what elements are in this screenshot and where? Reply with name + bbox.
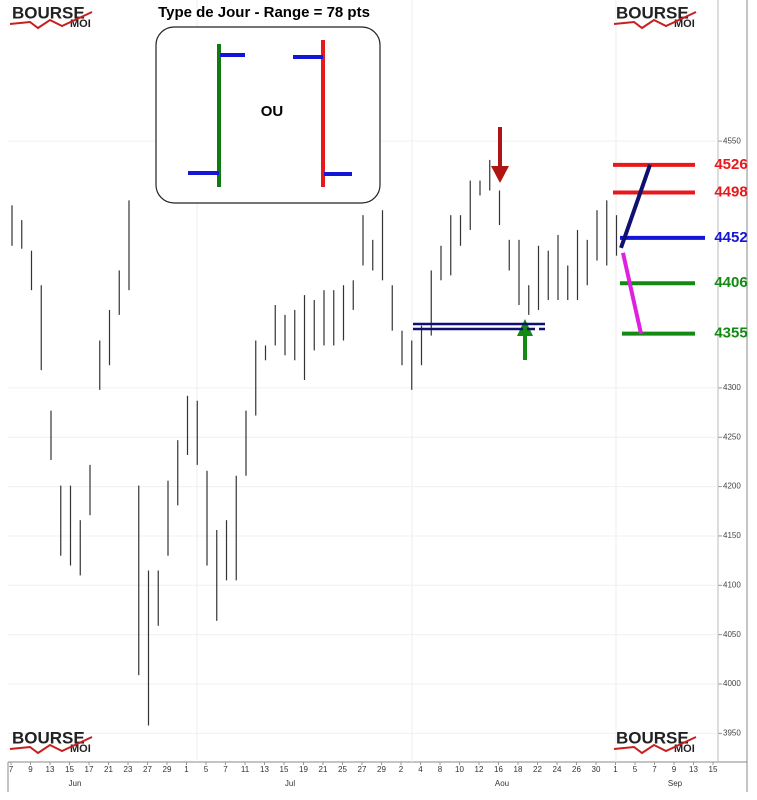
logo-sub: MOI (70, 18, 91, 30)
logo: BOURSE MOI (613, 728, 697, 755)
projection-line (621, 252, 643, 335)
x-tick-label: 1 (613, 765, 618, 774)
logo-text: BOURSE (12, 3, 85, 22)
x-tick-label: 19 (299, 765, 308, 774)
x-tick-label: 27 (358, 765, 367, 774)
x-tick-label: 8 (438, 765, 443, 774)
x-tick-label: 29 (163, 765, 172, 774)
arrow-head (517, 319, 533, 336)
y-tick-label: 4550 (723, 136, 741, 145)
logo: BOURSE MOI (9, 728, 93, 755)
x-tick-label: 7 (9, 765, 14, 774)
x-tick-label: 11 (241, 765, 250, 774)
y-tick-label: 4150 (723, 531, 741, 540)
logo-text: BOURSE (616, 3, 689, 22)
x-tick-label: 10 (455, 765, 464, 774)
y-tick-label: 4000 (723, 679, 741, 688)
x-tick-label: 30 (592, 765, 601, 774)
x-tick-label: 1 (184, 765, 189, 774)
logo-swoosh (9, 736, 93, 755)
x-tick-label: 15 (65, 765, 74, 774)
x-tick-label: 4 (418, 765, 423, 774)
level-label: 4452 (714, 229, 747, 246)
x-tick-label: 24 (553, 765, 562, 774)
level-label: 4355 (714, 325, 747, 342)
x-tick-label: 18 (514, 765, 523, 774)
logo-sub: MOI (674, 18, 695, 30)
x-tick-label: 13 (689, 765, 698, 774)
x-tick-label: 23 (124, 765, 133, 774)
level-label: 4526 (714, 156, 747, 173)
logo-swoosh (9, 11, 93, 30)
arrow-head (491, 166, 509, 183)
logo-text: BOURSE (12, 728, 85, 747)
y-tick-label: 4300 (723, 383, 741, 392)
x-tick-label: 15 (280, 765, 289, 774)
y-tick-label: 3950 (723, 728, 741, 737)
y-tick-label: 4250 (723, 432, 741, 441)
x-tick-label: 21 (104, 765, 113, 774)
x-tick-label: 22 (533, 765, 542, 774)
logo-text: BOURSE (616, 728, 689, 747)
month-label: Aou (495, 779, 509, 788)
x-tick-label: 9 (672, 765, 677, 774)
logo-swoosh (613, 736, 697, 755)
level-label: 4406 (714, 274, 747, 291)
x-tick-label: 12 (475, 765, 484, 774)
month-label: Sep (668, 779, 683, 788)
logo-swoosh (613, 11, 697, 30)
month-label: Jul (285, 779, 295, 788)
x-tick-label: 13 (260, 765, 269, 774)
chart-title: Type de Jour - Range = 78 pts (158, 4, 370, 21)
logo: BOURSE MOI (9, 3, 93, 30)
x-tick-label: 21 (319, 765, 328, 774)
x-tick-label: 15 (709, 765, 718, 774)
x-tick-label: 17 (85, 765, 94, 774)
month-label: Jun (69, 779, 82, 788)
level-label: 4498 (714, 183, 747, 200)
x-tick-label: 13 (46, 765, 55, 774)
x-tick-label: 29 (377, 765, 386, 774)
x-tick-label: 7 (652, 765, 657, 774)
logo-sub: MOI (674, 743, 695, 755)
y-tick-label: 4050 (723, 630, 741, 639)
plot (8, 140, 722, 765)
y-tick-label: 4200 (723, 482, 741, 491)
x-tick-label: 26 (572, 765, 581, 774)
x-tick-label: 7 (223, 765, 228, 774)
x-tick-label: 9 (28, 765, 33, 774)
projection-line (619, 164, 652, 249)
x-tick-label: 25 (338, 765, 347, 774)
x-tick-label: 5 (633, 765, 638, 774)
x-tick-label: 2 (399, 765, 404, 774)
x-tick-label: 16 (494, 765, 503, 774)
box-text: OU (261, 103, 284, 120)
y-tick-label: 4100 (723, 580, 741, 589)
logo: BOURSE MOI (613, 3, 697, 30)
logo-sub: MOI (70, 743, 91, 755)
x-tick-label: 5 (204, 765, 209, 774)
x-tick-label: 27 (143, 765, 152, 774)
